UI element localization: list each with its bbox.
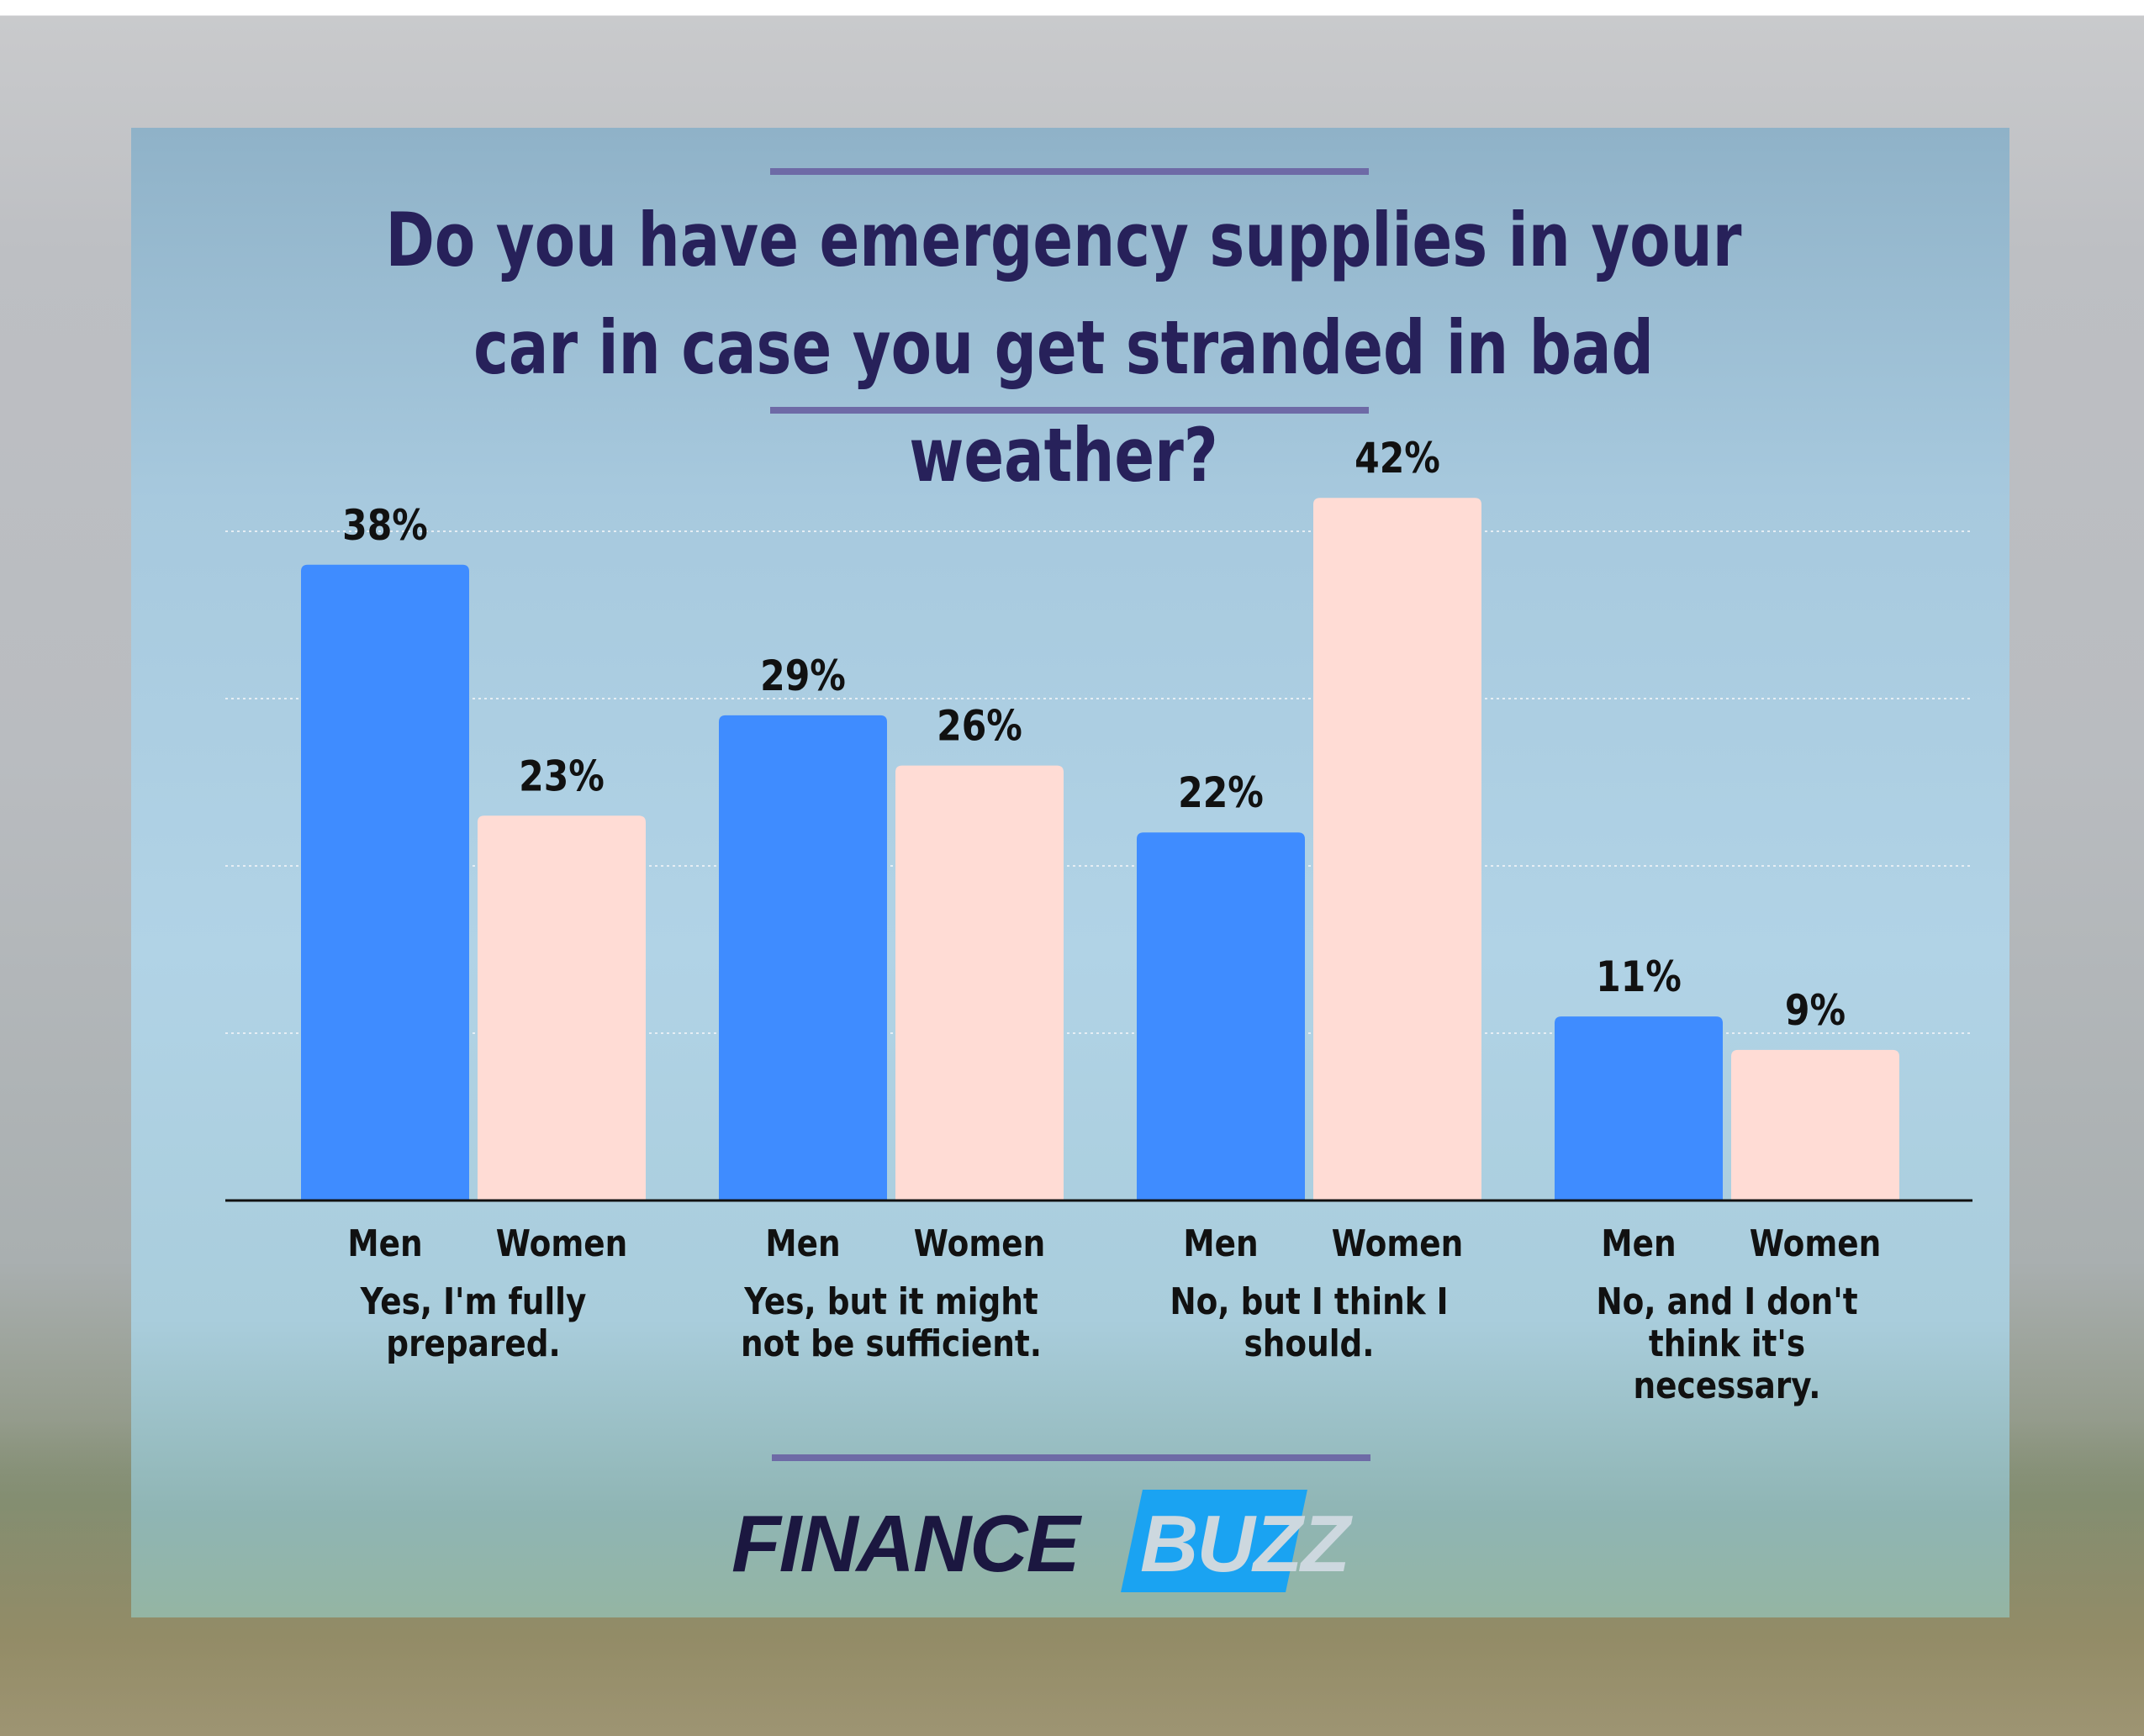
value-label: 11% <box>1596 952 1682 1001</box>
title-rule-top <box>770 168 1369 175</box>
value-label: 38% <box>342 500 428 549</box>
value-label: 9% <box>1785 986 1846 1035</box>
bar-women <box>1731 1049 1899 1200</box>
series-tick-label: Men <box>1601 1222 1676 1265</box>
category-label: Yes, I'm fully prepared. <box>360 1280 587 1365</box>
category-label: No, and I don't think it's necessary. <box>1596 1280 1858 1407</box>
series-tick-label: Women <box>914 1222 1046 1265</box>
category-label: Yes, but it might not be sufficient. <box>740 1280 1043 1365</box>
logo-buzz-text: BUZZ <box>1140 1499 1350 1589</box>
category-label: No, but I think I should. <box>1170 1280 1449 1365</box>
value-label: 22% <box>1178 768 1264 817</box>
bar-men <box>1137 832 1305 1200</box>
bar-women <box>895 765 1064 1200</box>
series-tick-label: Women <box>496 1222 628 1265</box>
value-label: 23% <box>519 752 605 800</box>
chart-title: Do you have emergency supplies in your c… <box>385 197 1742 499</box>
financebuzz-logo: FINANCE BUZZ <box>731 1490 1404 1595</box>
series-tick-label: Men <box>1183 1222 1258 1265</box>
value-label: 42% <box>1355 434 1440 483</box>
bar-men <box>1555 1016 1723 1200</box>
series-tick-label: Women <box>1750 1222 1882 1265</box>
footer-rule <box>772 1454 1370 1461</box>
series-tick-label: Men <box>765 1222 840 1265</box>
bar-men <box>719 715 887 1200</box>
value-label: 29% <box>760 652 846 700</box>
title-rule-bottom <box>770 407 1369 414</box>
bar-men <box>301 564 469 1200</box>
series-tick-label: Women <box>1332 1222 1464 1265</box>
value-label: 26% <box>937 701 1022 750</box>
logo-finance-text: FINANCE <box>731 1499 1080 1589</box>
series-tick-label: Men <box>347 1222 422 1265</box>
bar-women <box>478 815 646 1200</box>
bar-women <box>1313 498 1481 1200</box>
